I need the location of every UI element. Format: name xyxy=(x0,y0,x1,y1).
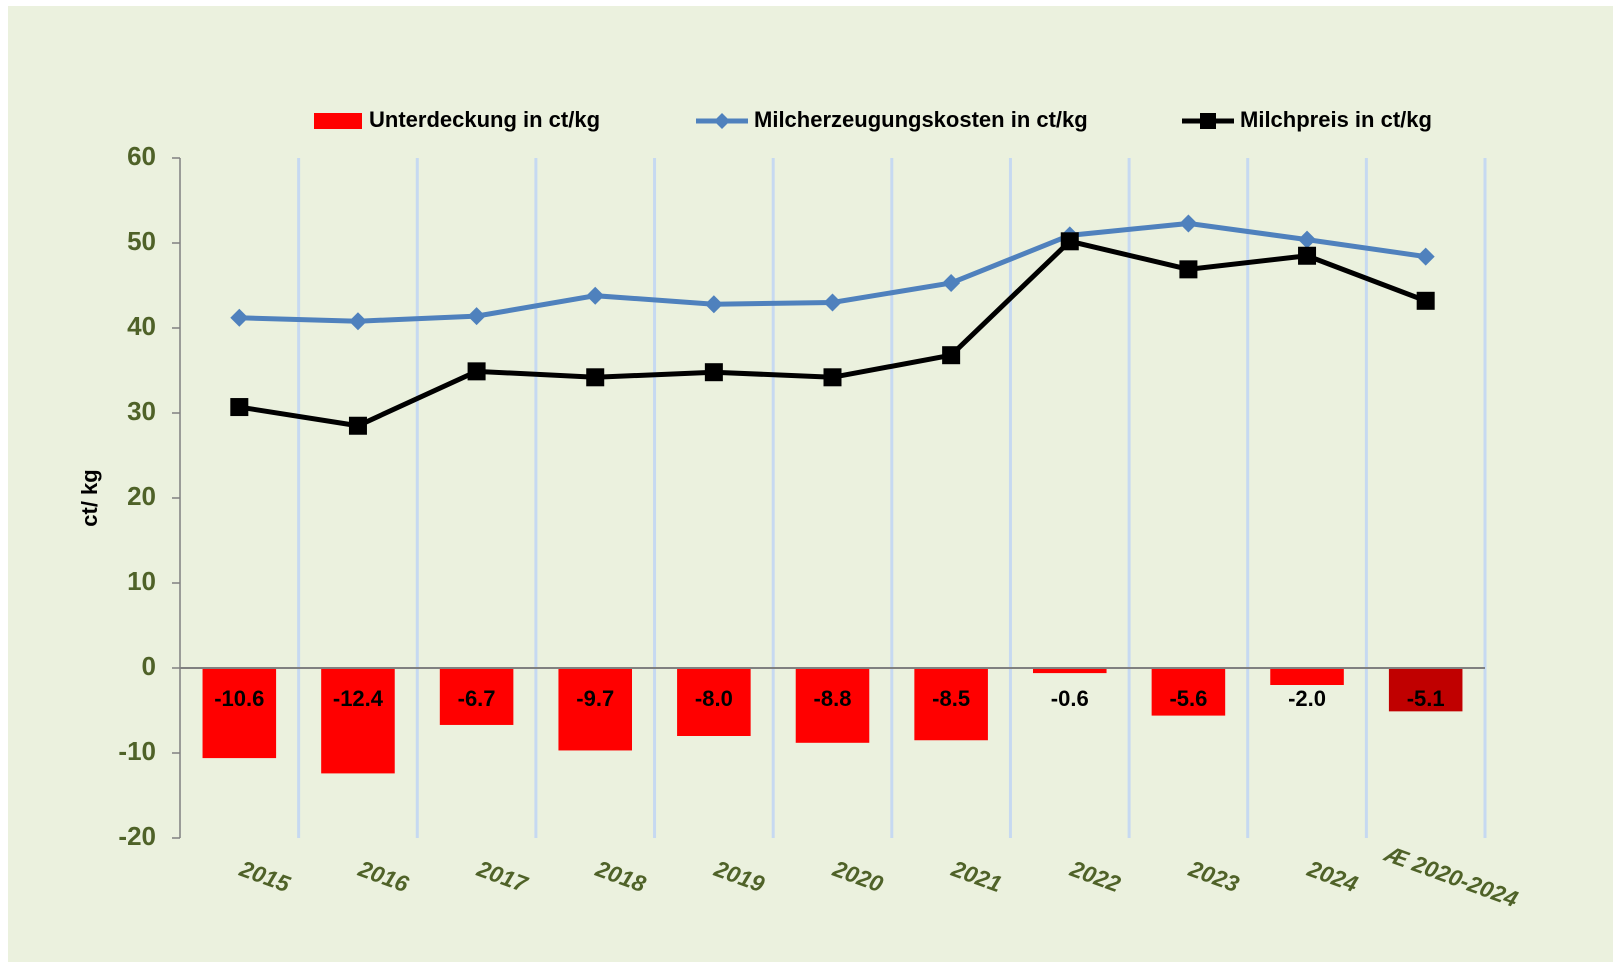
data-label: -12.4 xyxy=(333,686,384,711)
marker xyxy=(1298,230,1317,249)
bar xyxy=(677,668,751,736)
marker xyxy=(823,368,842,387)
marker xyxy=(1416,247,1435,266)
bar xyxy=(321,668,395,774)
legend-label: Milcherzeugungskosten in ct/kg xyxy=(754,107,1088,132)
data-label: -5.6 xyxy=(1169,686,1207,711)
marker xyxy=(467,362,486,381)
data-label: -10.6 xyxy=(214,686,264,711)
data-label: -8.0 xyxy=(695,686,733,711)
marker xyxy=(1179,260,1198,279)
legend-swatch xyxy=(314,113,362,129)
marker xyxy=(230,398,249,417)
legend-marker xyxy=(1200,113,1216,129)
background xyxy=(8,6,1613,962)
marker xyxy=(348,312,367,331)
data-label: -8.8 xyxy=(814,686,852,711)
data-label: -9.7 xyxy=(576,686,614,711)
bar xyxy=(202,668,277,759)
y-tick-label: 10 xyxy=(127,566,156,596)
data-label: -8.5 xyxy=(932,686,970,711)
bar xyxy=(1270,668,1344,685)
marker xyxy=(1416,291,1435,310)
y-tick-label: 60 xyxy=(127,141,156,171)
data-label: -2.0 xyxy=(1288,686,1326,711)
y-axis-label: ct/ kg xyxy=(77,469,102,526)
bar xyxy=(914,668,988,741)
y-tick-label: 30 xyxy=(127,396,156,426)
marker xyxy=(704,363,723,382)
bar xyxy=(1032,668,1107,674)
bar xyxy=(558,668,633,751)
y-tick-label: 40 xyxy=(127,311,156,341)
marker xyxy=(942,346,961,365)
marker xyxy=(348,416,367,435)
marker xyxy=(230,308,249,327)
marker xyxy=(823,293,842,312)
marker xyxy=(1179,214,1198,233)
y-tick-label: -20 xyxy=(118,821,156,851)
marker xyxy=(1060,232,1079,251)
bar xyxy=(1388,668,1463,712)
marker xyxy=(586,368,605,387)
data-label: -0.6 xyxy=(1051,686,1089,711)
legend-label: Unterdeckung in ct/kg xyxy=(369,107,600,132)
marker xyxy=(586,286,605,305)
y-tick-label: 20 xyxy=(127,481,156,511)
marker xyxy=(1298,246,1317,265)
y-tick-label: 50 xyxy=(127,226,156,256)
y-tick-label: 0 xyxy=(142,651,156,681)
data-label: -5.1 xyxy=(1407,686,1445,711)
legend-marker xyxy=(714,113,730,129)
bar xyxy=(1151,668,1226,716)
bar xyxy=(439,668,514,725)
bar xyxy=(795,668,870,743)
data-label: -6.7 xyxy=(458,686,496,711)
marker xyxy=(942,273,961,292)
marker xyxy=(704,295,723,314)
marker xyxy=(467,307,486,326)
legend-label: Milchpreis in ct/kg xyxy=(1240,107,1432,132)
y-tick-label: -10 xyxy=(118,736,156,766)
